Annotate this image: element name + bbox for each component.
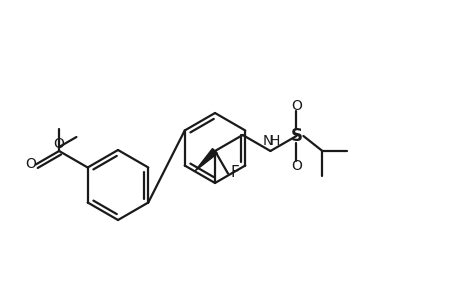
Text: O: O xyxy=(291,99,301,113)
Polygon shape xyxy=(195,148,217,171)
Text: S: S xyxy=(290,127,302,145)
Text: H: H xyxy=(269,134,279,148)
Text: N: N xyxy=(262,134,272,148)
Text: F: F xyxy=(230,165,239,180)
Text: O: O xyxy=(25,157,36,170)
Text: O: O xyxy=(54,137,64,151)
Text: O: O xyxy=(291,159,301,173)
